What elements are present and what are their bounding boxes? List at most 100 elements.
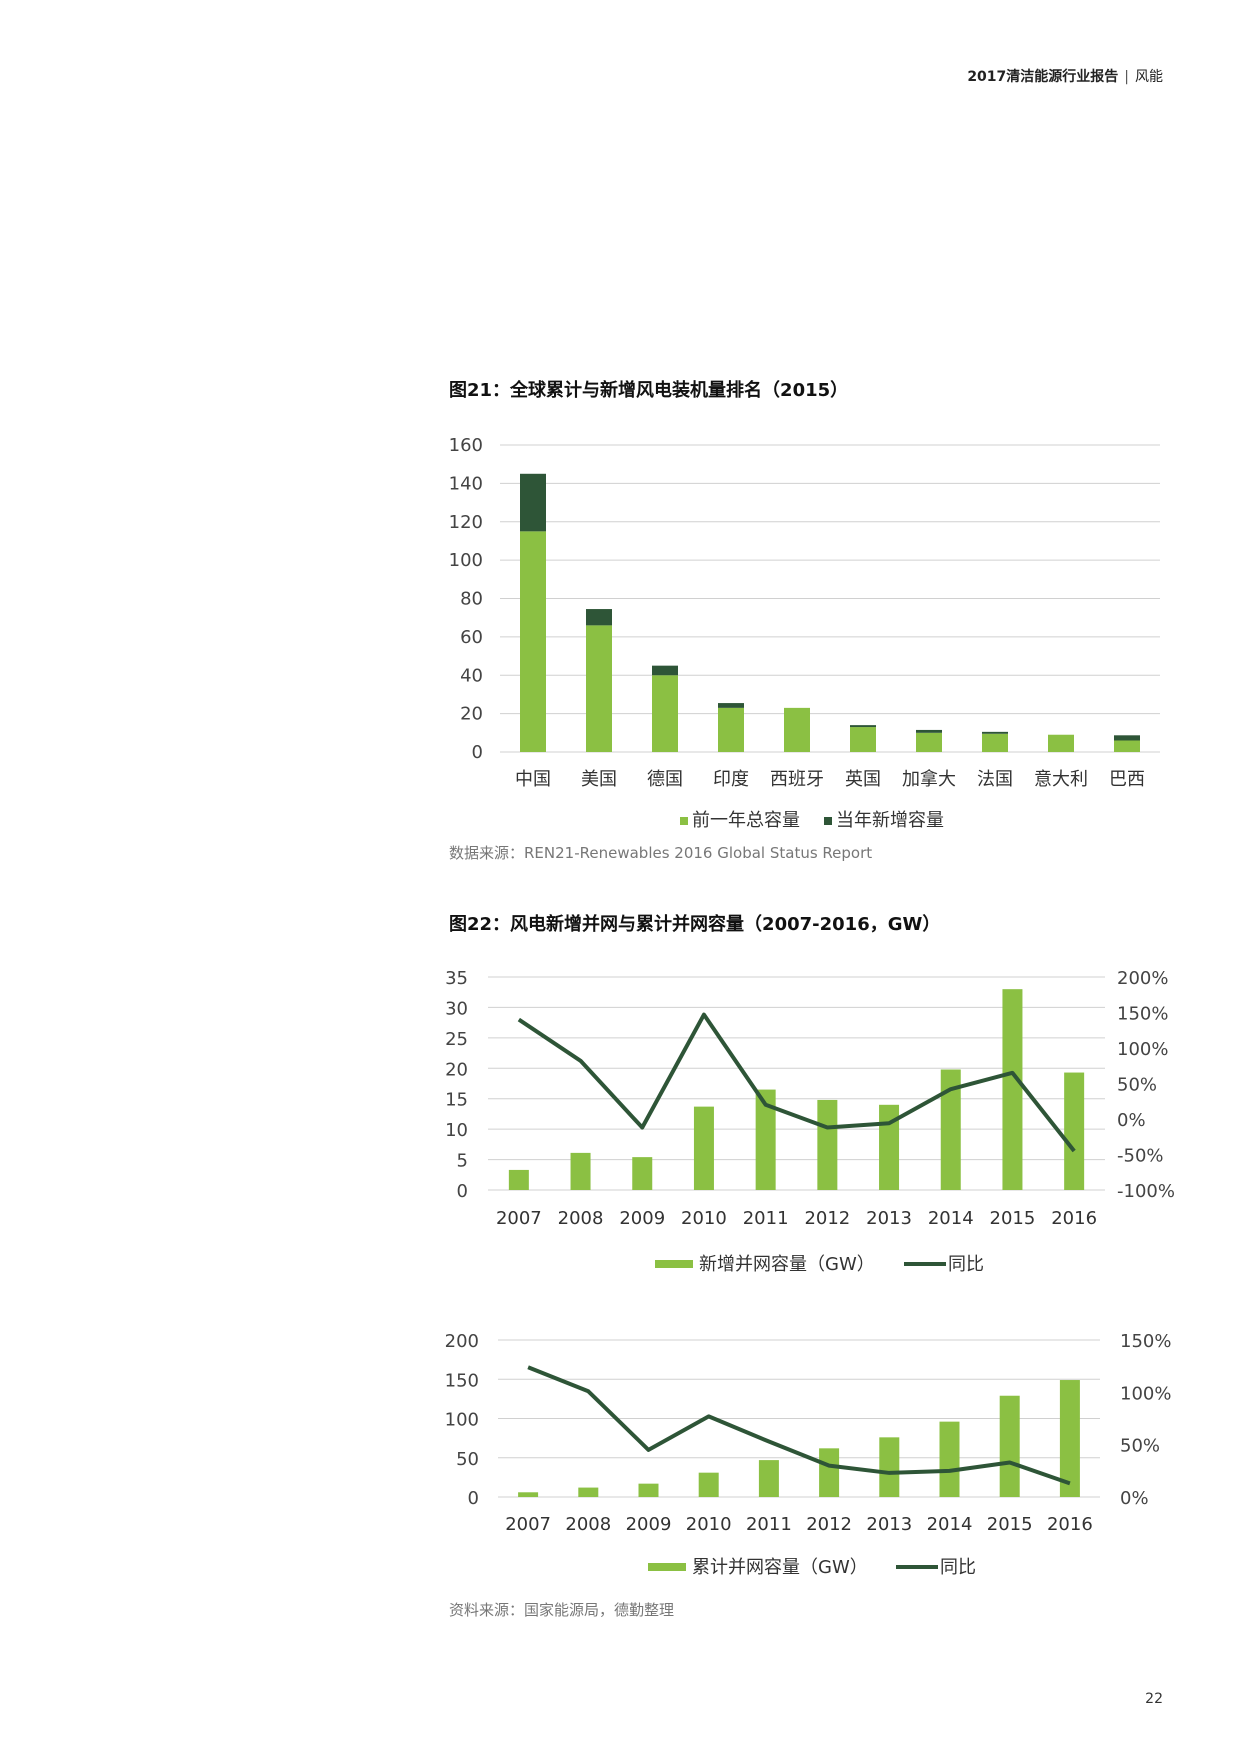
y-tick-label-left: 0: [457, 1181, 468, 1202]
x-tick-label: 2012: [804, 1208, 850, 1229]
bar: [1059, 1380, 1080, 1497]
bar: [939, 1421, 960, 1497]
page-header: 2017清洁能源行业报告 | 风能: [967, 66, 1163, 86]
bar-previous: [982, 733, 1008, 752]
bar-previous: [718, 707, 744, 752]
bar: [879, 1104, 900, 1190]
y-tick-label-right: 0%: [1120, 1488, 1149, 1509]
bar: [578, 1487, 599, 1497]
bar: [508, 1169, 529, 1190]
y-tick-label-right: 150%: [1120, 1331, 1171, 1352]
legend-label: 前一年总容量: [692, 810, 800, 831]
bar-previous: [520, 531, 546, 752]
x-tick-label: 2009: [626, 1514, 672, 1535]
y-tick-label: 140: [449, 473, 483, 494]
bar-new: [1114, 735, 1140, 741]
x-tick-label: 2008: [565, 1514, 611, 1535]
y-tick-label: 160: [449, 435, 483, 456]
y-tick-label: 120: [449, 512, 483, 533]
y-tick-label: 20: [460, 704, 483, 725]
legend-swatch-bar: [655, 1260, 693, 1268]
bar-previous: [850, 727, 876, 752]
y-tick-label-left: 35: [445, 968, 468, 989]
yoy-line: [527, 1365, 1071, 1486]
report-title: 2017清洁能源行业报告: [967, 69, 1119, 85]
bar: [1064, 1072, 1085, 1190]
bar-new: [718, 703, 744, 708]
y-tick-label-left: 150: [445, 1370, 479, 1391]
bar: [879, 1437, 900, 1497]
x-tick-label: 2007: [505, 1514, 551, 1535]
figure22-title: 图22：风电新增并网与累计并网容量（2007-2016，GW）: [449, 914, 941, 935]
y-tick-label: 40: [460, 665, 483, 686]
legend-swatch-bar: [648, 1563, 686, 1571]
x-tick-label: 2016: [1051, 1208, 1097, 1229]
x-tick-label: 法国: [977, 769, 1013, 790]
x-tick-label: 2013: [866, 1514, 912, 1535]
figure21-title: 图21：全球累计与新增风电装机量排名（2015）: [449, 380, 849, 401]
legend-label: 当年新增容量: [836, 810, 944, 831]
y-tick-label-right: -50%: [1117, 1146, 1164, 1167]
bar-new: [850, 725, 876, 728]
y-tick-label-left: 200: [445, 1331, 479, 1352]
bar: [758, 1460, 779, 1497]
x-tick-label: 2008: [558, 1208, 604, 1229]
y-tick-label-left: 30: [445, 998, 468, 1019]
bar: [940, 1069, 961, 1190]
x-tick-label: 2010: [686, 1514, 732, 1535]
y-tick-label: 0: [472, 742, 483, 763]
legend-label-bar: 累计并网容量（GW）: [692, 1557, 868, 1578]
y-tick-label-right: -100%: [1117, 1181, 1175, 1202]
section-name: 风能: [1135, 69, 1163, 85]
y-tick-label-left: 50: [456, 1449, 479, 1470]
bar: [819, 1448, 840, 1497]
legend-label-bar: 新增并网容量（GW）: [699, 1254, 875, 1275]
figure22-source: 资料来源：国家能源局，德勤整理: [449, 1601, 675, 1619]
y-tick-label-left: 0: [468, 1488, 479, 1509]
y-tick-label-left: 20: [445, 1059, 468, 1080]
y-tick-label-left: 15: [445, 1090, 468, 1111]
bar-new: [520, 473, 546, 532]
y-tick-label-right: 100%: [1120, 1383, 1171, 1404]
x-tick-label: 加拿大: [902, 768, 956, 790]
x-tick-label: 2012: [806, 1514, 852, 1535]
y-tick-label-left: 100: [445, 1410, 479, 1431]
legend-label-line: 同比: [948, 1254, 984, 1275]
y-tick-label-left: 5: [457, 1151, 468, 1172]
bar: [638, 1483, 659, 1497]
bar-previous: [586, 625, 612, 752]
y-tick-label-right: 50%: [1120, 1436, 1160, 1457]
y-tick-label-right: 50%: [1117, 1075, 1157, 1096]
x-tick-label: 2011: [746, 1514, 792, 1535]
bar: [632, 1157, 653, 1190]
bar-previous: [1114, 740, 1140, 752]
x-tick-label: 2009: [619, 1208, 665, 1229]
x-tick-label: 意大利: [1034, 769, 1088, 790]
x-tick-label: 2015: [990, 1208, 1036, 1229]
y-tick-label-right: 200%: [1117, 968, 1168, 989]
legend-label-line: 同比: [940, 1557, 976, 1578]
bar-previous: [784, 707, 810, 752]
x-tick-label: 德国: [647, 769, 683, 790]
x-tick-label: 2014: [927, 1514, 973, 1535]
x-tick-label: 巴西: [1109, 769, 1145, 790]
bar-previous: [652, 675, 678, 752]
bar: [698, 1472, 719, 1497]
x-tick-label: 2013: [866, 1208, 912, 1229]
figure21-source: 数据来源：REN21-Renewables 2016 Global Status…: [449, 844, 873, 862]
y-tick-label: 100: [449, 550, 483, 571]
y-tick-label-right: 150%: [1117, 1004, 1168, 1025]
bar: [1002, 989, 1023, 1190]
bar: [693, 1106, 714, 1190]
y-tick-label-left: 10: [445, 1120, 468, 1141]
x-tick-label: 西班牙: [770, 769, 824, 790]
y-tick-label-right: 100%: [1117, 1039, 1168, 1060]
x-tick-label: 2015: [987, 1514, 1033, 1535]
bar: [755, 1089, 776, 1190]
y-tick-label: 80: [460, 589, 483, 610]
x-tick-label: 2016: [1047, 1514, 1093, 1535]
x-tick-label: 英国: [845, 769, 881, 790]
yoy-line: [517, 1012, 1076, 1153]
legend-swatch: [824, 817, 832, 825]
